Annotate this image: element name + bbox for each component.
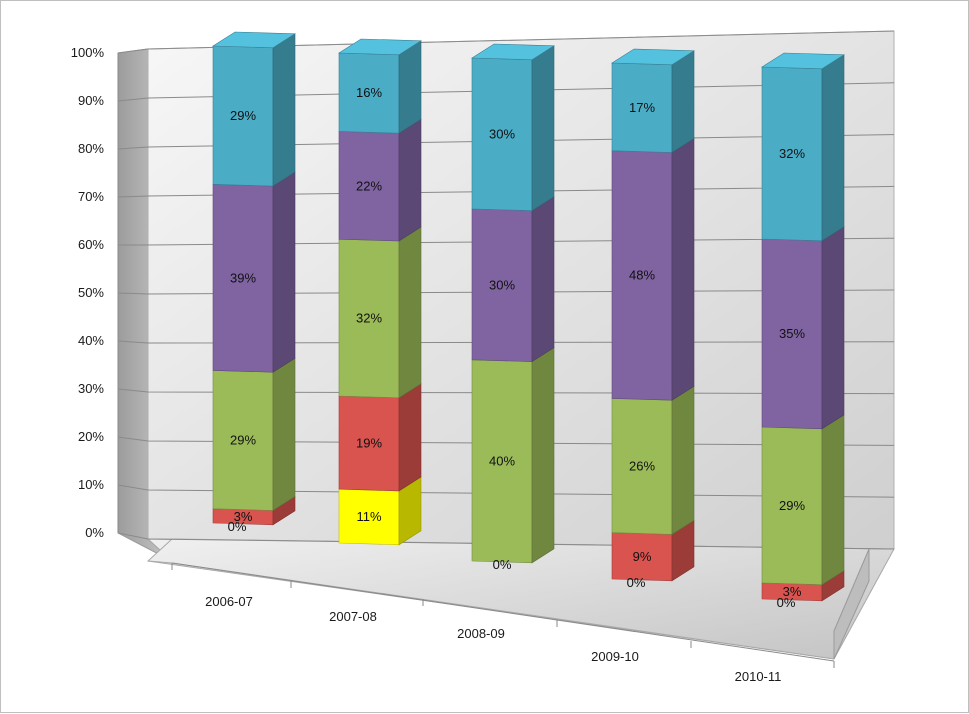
bar-stacks (212, 31, 845, 602)
data-label: 35% (779, 326, 805, 341)
bar-segment-side (821, 54, 845, 242)
bar-segment-side (398, 118, 422, 242)
bar-segment-side (398, 226, 422, 399)
data-label: 30% (489, 277, 515, 292)
x-tick-label: 2007-08 (329, 609, 377, 624)
data-label: 0% (777, 595, 796, 610)
data-label: 26% (629, 458, 655, 473)
data-label: 40% (489, 453, 515, 468)
y-tick-label: 10% (78, 477, 104, 492)
y-tick-label: 30% (78, 381, 104, 396)
bar-top-face (471, 43, 555, 61)
data-label: 3% (234, 509, 253, 524)
y-axis-tick-labels: 0% 10% 20% 30% 40% 50% 60% 70% 80% 90% 100% (71, 45, 105, 540)
bar-segment-side (398, 383, 422, 492)
bar-top-face (338, 38, 422, 56)
bar-segment-side (531, 45, 555, 212)
bar-top-face (611, 48, 695, 66)
data-label: 32% (356, 311, 382, 326)
data-label: 48% (629, 268, 655, 283)
bar-segment-side (398, 40, 422, 134)
bar-segment-side (821, 226, 845, 430)
data-label: 0% (228, 519, 247, 534)
y-tick-label: 80% (78, 141, 104, 156)
data-label: 19% (356, 436, 382, 451)
y-tick-label: 100% (71, 45, 105, 60)
bar-segment-side (671, 137, 695, 401)
data-label: 17% (629, 100, 655, 115)
data-label: 9% (633, 549, 652, 564)
bar-segment-side (531, 347, 555, 564)
x-axis-category-labels: 2006-07 2007-08 2008-09 2009-10 2010-11 (171, 562, 835, 684)
bar-stack-2009-10 (611, 48, 695, 582)
data-label: 29% (779, 498, 805, 513)
floor-edge (833, 548, 870, 660)
y-tick-label: 50% (78, 285, 104, 300)
data-label: 3% (783, 584, 802, 599)
bar-segment-side (272, 171, 296, 373)
bar-segment-side (272, 33, 296, 187)
bar-stack-2006-07 (212, 31, 296, 526)
floor-plane (146, 538, 895, 660)
bar-segment-side (272, 357, 296, 512)
y-tick-label: 60% (78, 237, 104, 252)
y-tick-label: 0% (85, 525, 104, 540)
bar-stack-2010-11 (761, 52, 845, 602)
data-label: 32% (779, 146, 805, 161)
bar-segment-side (671, 385, 695, 535)
data-label: 30% (489, 126, 515, 141)
bar-top-face (761, 52, 845, 70)
data-label: 11% (356, 509, 381, 524)
gridline (117, 30, 895, 54)
bar-top-face (212, 31, 296, 49)
data-label: 29% (230, 108, 256, 123)
x-axis-line (171, 562, 835, 662)
data-label: 39% (230, 270, 256, 285)
bar-stack-2008-09 (471, 43, 555, 564)
data-labels: 0%3%29%39%29%11%19%32%22%16%0%40%30%30%0… (228, 85, 806, 610)
data-label: 29% (230, 433, 256, 448)
y-tick-label: 70% (78, 189, 104, 204)
y-tick-label: 20% (78, 429, 104, 444)
y-tick-label: 40% (78, 333, 104, 348)
data-label: 16% (356, 85, 382, 100)
data-label: 0% (627, 575, 646, 590)
data-label: 0% (493, 557, 512, 572)
x-tick-label: 2006-07 (205, 594, 253, 609)
data-label: 22% (356, 178, 382, 193)
bar-segment-side (821, 414, 845, 586)
bar-segment-side (531, 196, 555, 363)
bar-segment-side (671, 50, 695, 154)
x-tick-label: 2010-11 (735, 669, 782, 684)
y-tick-label: 90% (78, 93, 104, 108)
bar-stack-2007-08 (338, 38, 422, 546)
x-tick-label: 2008-09 (457, 626, 505, 641)
x-tick-label: 2009-10 (591, 649, 639, 664)
